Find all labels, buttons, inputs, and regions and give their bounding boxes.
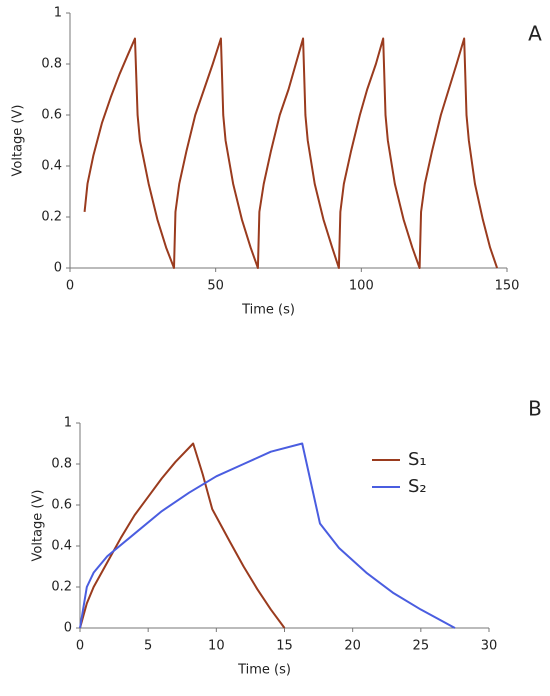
y-tick-label: 0.6 [41,108,62,123]
x-tick-label: 15 [276,639,293,654]
panel-label: B [528,397,542,421]
x-axis-label: Time (s) [237,663,291,678]
y-tick-label: 0 [64,621,72,636]
panel-label: A [528,22,542,46]
x-tick-label: 25 [413,639,430,654]
data-line [79,442,286,629]
legend-label: S₁ [408,449,427,470]
y-axis-label: Voltage (V) [31,490,46,562]
y-tick-label: 0 [54,261,62,276]
y-tick-label: 0.6 [51,498,72,513]
y-tick-label: 0.4 [41,159,62,174]
y-tick-label: 0.2 [51,580,72,595]
x-tick-label: 10 [208,639,225,654]
y-tick-label: 0.8 [41,57,62,72]
y-tick-label: 0.4 [51,539,72,554]
x-tick-label: 150 [495,279,520,294]
y-tick-label: 1 [64,416,72,431]
x-axis-label: Time (s) [241,303,295,318]
x-tick-label: 50 [207,279,224,294]
legend-label: S₂ [408,476,427,497]
y-tick-label: 0.2 [41,210,62,225]
data-line [83,37,499,269]
x-tick-label: 100 [349,279,374,294]
y-tick-label: 1 [54,6,62,21]
x-tick-label: 5 [144,639,152,654]
x-tick-label: 0 [76,639,84,654]
y-tick-label: 0.8 [51,457,72,472]
data-line [79,442,456,629]
x-tick-label: 30 [481,639,498,654]
y-axis-label: Voltage (V) [11,105,26,177]
x-tick-label: 20 [344,639,361,654]
x-tick-label: 0 [66,279,74,294]
